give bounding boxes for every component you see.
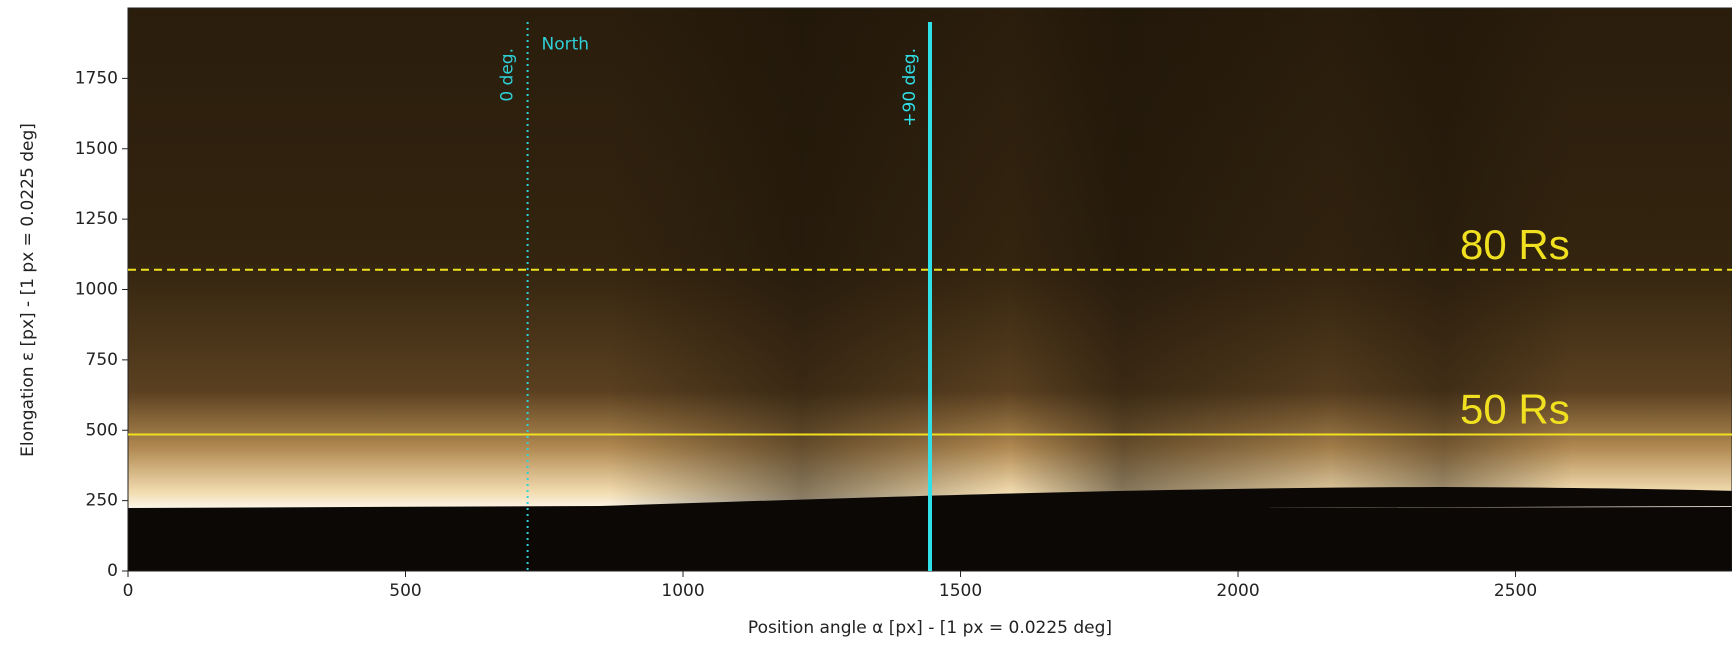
line-label: 50 Rs [1460,386,1570,433]
x-tick-label: 0 [123,581,134,601]
x-tick-label: 2500 [1494,581,1537,601]
x-tick-label: 500 [389,581,421,601]
page: {"chart_data": {"type": "image", "xlabel… [0,0,1732,645]
line-label: 0 deg. [498,48,518,102]
line-label: 80 Rs [1460,221,1570,268]
y-tick-label: 1750 [75,68,118,88]
y-tick-label: 250 [86,491,118,511]
y-tick-label: 1500 [75,139,118,159]
x-tick-label: 1000 [661,581,704,601]
y-tick-label: 1000 [75,280,118,300]
y-tick-label: 750 [86,350,118,370]
y-tick-label: 1250 [75,209,118,229]
x-axis-label: Position angle α [px] - [1 px = 0.0225 d… [748,618,1112,638]
line-label: +90 deg. [900,48,920,127]
x-tick-label: 2000 [1216,581,1259,601]
y-tick-label: 500 [86,420,118,440]
y-axis-label: Elongation ε [px] - [1 px = 0.0225 deg] [18,123,38,457]
annotation: North [541,35,589,55]
chart: Position angle α [px] - [1 px = 0.0225 d… [0,0,1732,645]
x-tick-label: 1500 [939,581,982,601]
y-tick-label: 0 [107,561,118,581]
